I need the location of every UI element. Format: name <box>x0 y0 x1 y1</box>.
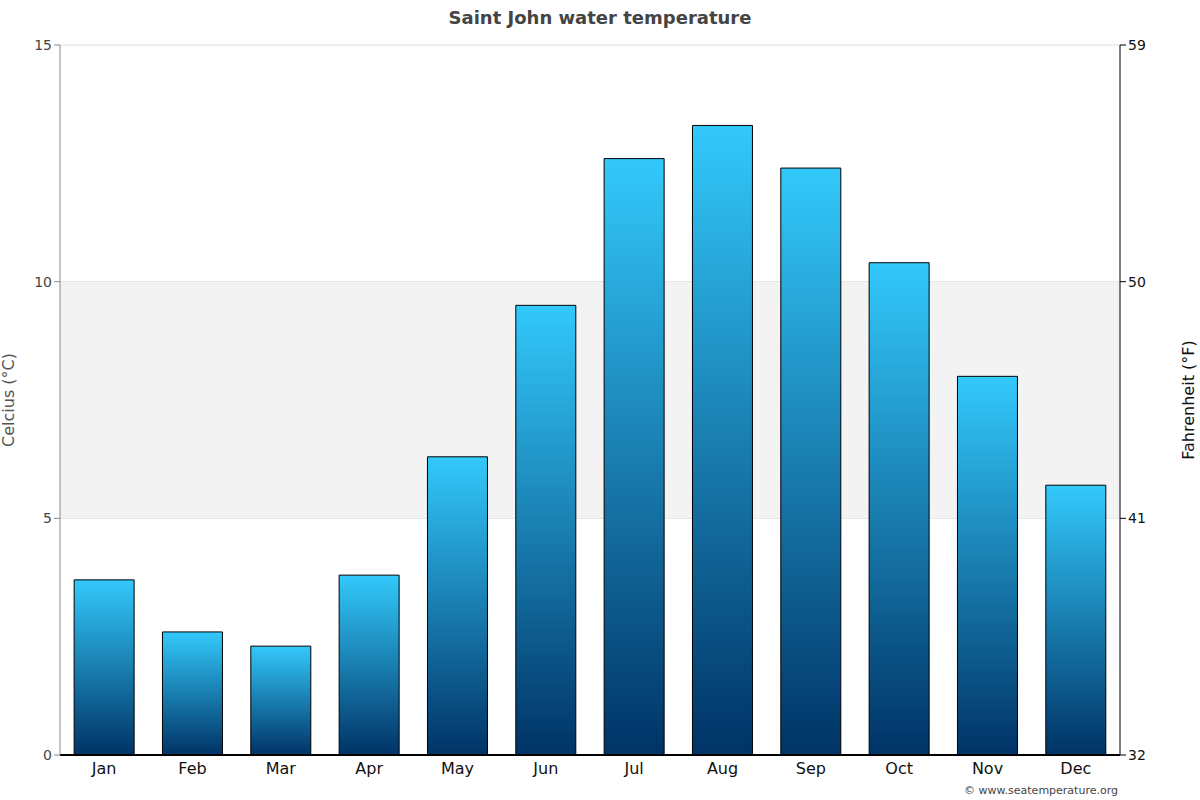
html-text:Saint John water temperature: Saint John water temperature <box>448 7 752 28</box>
html-text:© www.seatemperature.org: © www.seatemperature.org <box>964 784 1118 797</box>
svg-text:5: 5 <box>43 510 52 526</box>
svg-text:15: 15 <box>34 37 52 53</box>
svg-text:32: 32 <box>1128 747 1146 763</box>
svg-text:0: 0 <box>43 747 52 763</box>
svg-text:Jun: Jun <box>532 759 558 778</box>
svg-text:10: 10 <box>34 274 52 290</box>
svg-text:Jan: Jan <box>91 759 117 778</box>
svg-text:Apr: Apr <box>355 759 383 778</box>
svg-text:Feb: Feb <box>178 759 206 778</box>
svg-text:Nov: Nov <box>972 759 1003 778</box>
svg-text:41: 41 <box>1128 510 1146 526</box>
svg-text:Aug: Aug <box>707 759 738 778</box>
svg-text:Fahrenheit (°F): Fahrenheit (°F) <box>1179 340 1192 459</box>
svg-text:50: 50 <box>1128 274 1146 290</box>
svg-text:Mar: Mar <box>266 759 297 778</box>
svg-text:59: 59 <box>1128 37 1146 53</box>
svg-text:May: May <box>441 759 474 778</box>
svg-text:Jul: Jul <box>624 759 644 778</box>
svg-text:Dec: Dec <box>1060 759 1091 778</box>
svg-text:Sep: Sep <box>796 759 826 778</box>
svg-text:Celcius (°C): Celcius (°C) <box>8 353 18 447</box>
svg-text:Oct: Oct <box>885 759 913 778</box>
